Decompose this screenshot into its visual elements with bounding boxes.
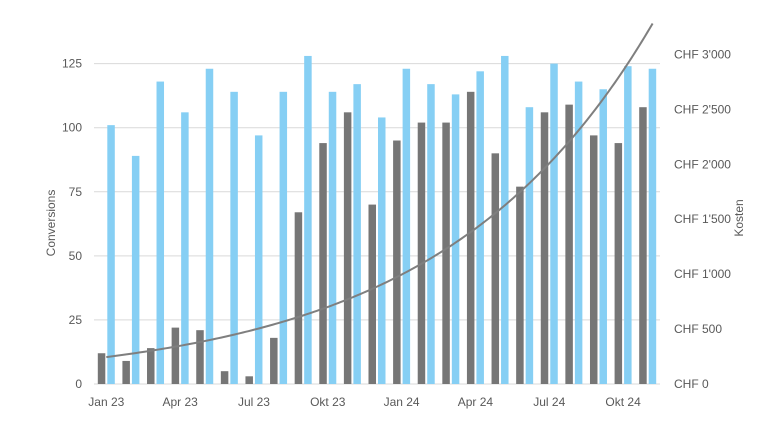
x-tick-label: Apr 24 <box>458 395 494 409</box>
bar-dark <box>147 348 155 384</box>
bar-dark <box>614 143 623 384</box>
y-tick-label: 75 <box>69 185 83 199</box>
bar-dark <box>196 330 204 384</box>
bar-light <box>254 135 263 384</box>
y-axis-title: Conversions <box>44 190 58 257</box>
y2-tick-label: CHF 0 <box>674 377 709 391</box>
bar-light <box>402 68 411 384</box>
bar-light <box>205 68 214 384</box>
bar-dark <box>122 360 130 384</box>
bar-dark <box>393 140 401 384</box>
x-tick-label: Okt 23 <box>310 395 346 409</box>
y-axis-left-ticks: 0 25 50 75 100 125 <box>62 57 82 391</box>
bar-light <box>648 68 657 384</box>
bar-light <box>328 91 337 385</box>
bar-dark <box>319 143 327 384</box>
y-axis-right-ticks: CHF 0 CHF 500 CHF 1'000 CHF 1'500 CHF 2'000 C… <box>674 47 731 391</box>
bar-light <box>624 66 632 384</box>
x-axis-ticks: Jan 23 Apr 23 Jul 23 Okt 23 Jan 24 Apr 24 Jul … <box>88 395 641 409</box>
y2-tick-label: CHF 1'000 <box>674 267 731 281</box>
bar-light <box>599 89 607 384</box>
x-tick-label: Okt 24 <box>605 395 641 409</box>
x-tick-label: Jan 23 <box>88 395 124 409</box>
y-tick-label: 0 <box>75 377 82 391</box>
x-tick-label: Jan 24 <box>384 395 420 409</box>
bar-light <box>230 91 238 385</box>
y2-tick-label: CHF 500 <box>674 322 722 336</box>
x-tick-label: Jul 24 <box>533 395 565 409</box>
bar-dark <box>270 337 278 384</box>
y-tick-label: 25 <box>69 313 83 327</box>
bar-dark <box>639 107 647 384</box>
bar-dark <box>343 112 352 384</box>
bar-light <box>501 55 509 385</box>
bar-light <box>451 94 460 384</box>
bar-dark <box>368 204 376 384</box>
bar-light <box>525 107 534 384</box>
bar-dark <box>466 91 475 385</box>
y2-tick-label: CHF 2'500 <box>674 102 731 116</box>
bar-light <box>353 84 361 384</box>
bar-dark <box>589 135 598 384</box>
y2-tick-label: CHF 3'000 <box>674 47 731 61</box>
bar-light <box>550 63 558 384</box>
bar-light <box>476 71 484 385</box>
bar-light <box>156 81 165 384</box>
bar-dark <box>565 104 573 385</box>
y-tick-label: 100 <box>62 121 82 135</box>
trend-line <box>106 22 654 359</box>
bar-dark <box>491 153 500 384</box>
bars <box>97 55 657 385</box>
bar-dark <box>245 376 253 384</box>
bar-dark <box>516 186 524 384</box>
y-tick-label: 50 <box>69 249 83 263</box>
bar-light <box>107 125 115 384</box>
y2-tick-label: CHF 1'500 <box>674 212 731 226</box>
bar-dark <box>442 122 450 385</box>
bar-dark <box>220 371 229 384</box>
y-tick-label: 125 <box>62 57 82 71</box>
bar-light <box>427 84 435 384</box>
x-tick-label: Jul 23 <box>238 395 270 409</box>
x-tick-label: Apr 23 <box>162 395 198 409</box>
bar-light <box>574 81 583 384</box>
bar-light <box>304 55 312 385</box>
bar-dark <box>417 122 426 385</box>
bar-dark <box>171 327 180 384</box>
bar-light <box>279 91 288 385</box>
bar-light <box>181 112 189 384</box>
bar-dark <box>97 353 106 384</box>
y2-tick-label: CHF 2'000 <box>674 157 731 171</box>
bar-light <box>378 117 386 385</box>
bar-light <box>131 155 140 384</box>
y2-axis-title: Kosten <box>732 199 746 236</box>
bar-dark <box>294 212 303 384</box>
bar-dark <box>540 112 549 384</box>
trend-line-group <box>106 22 654 359</box>
